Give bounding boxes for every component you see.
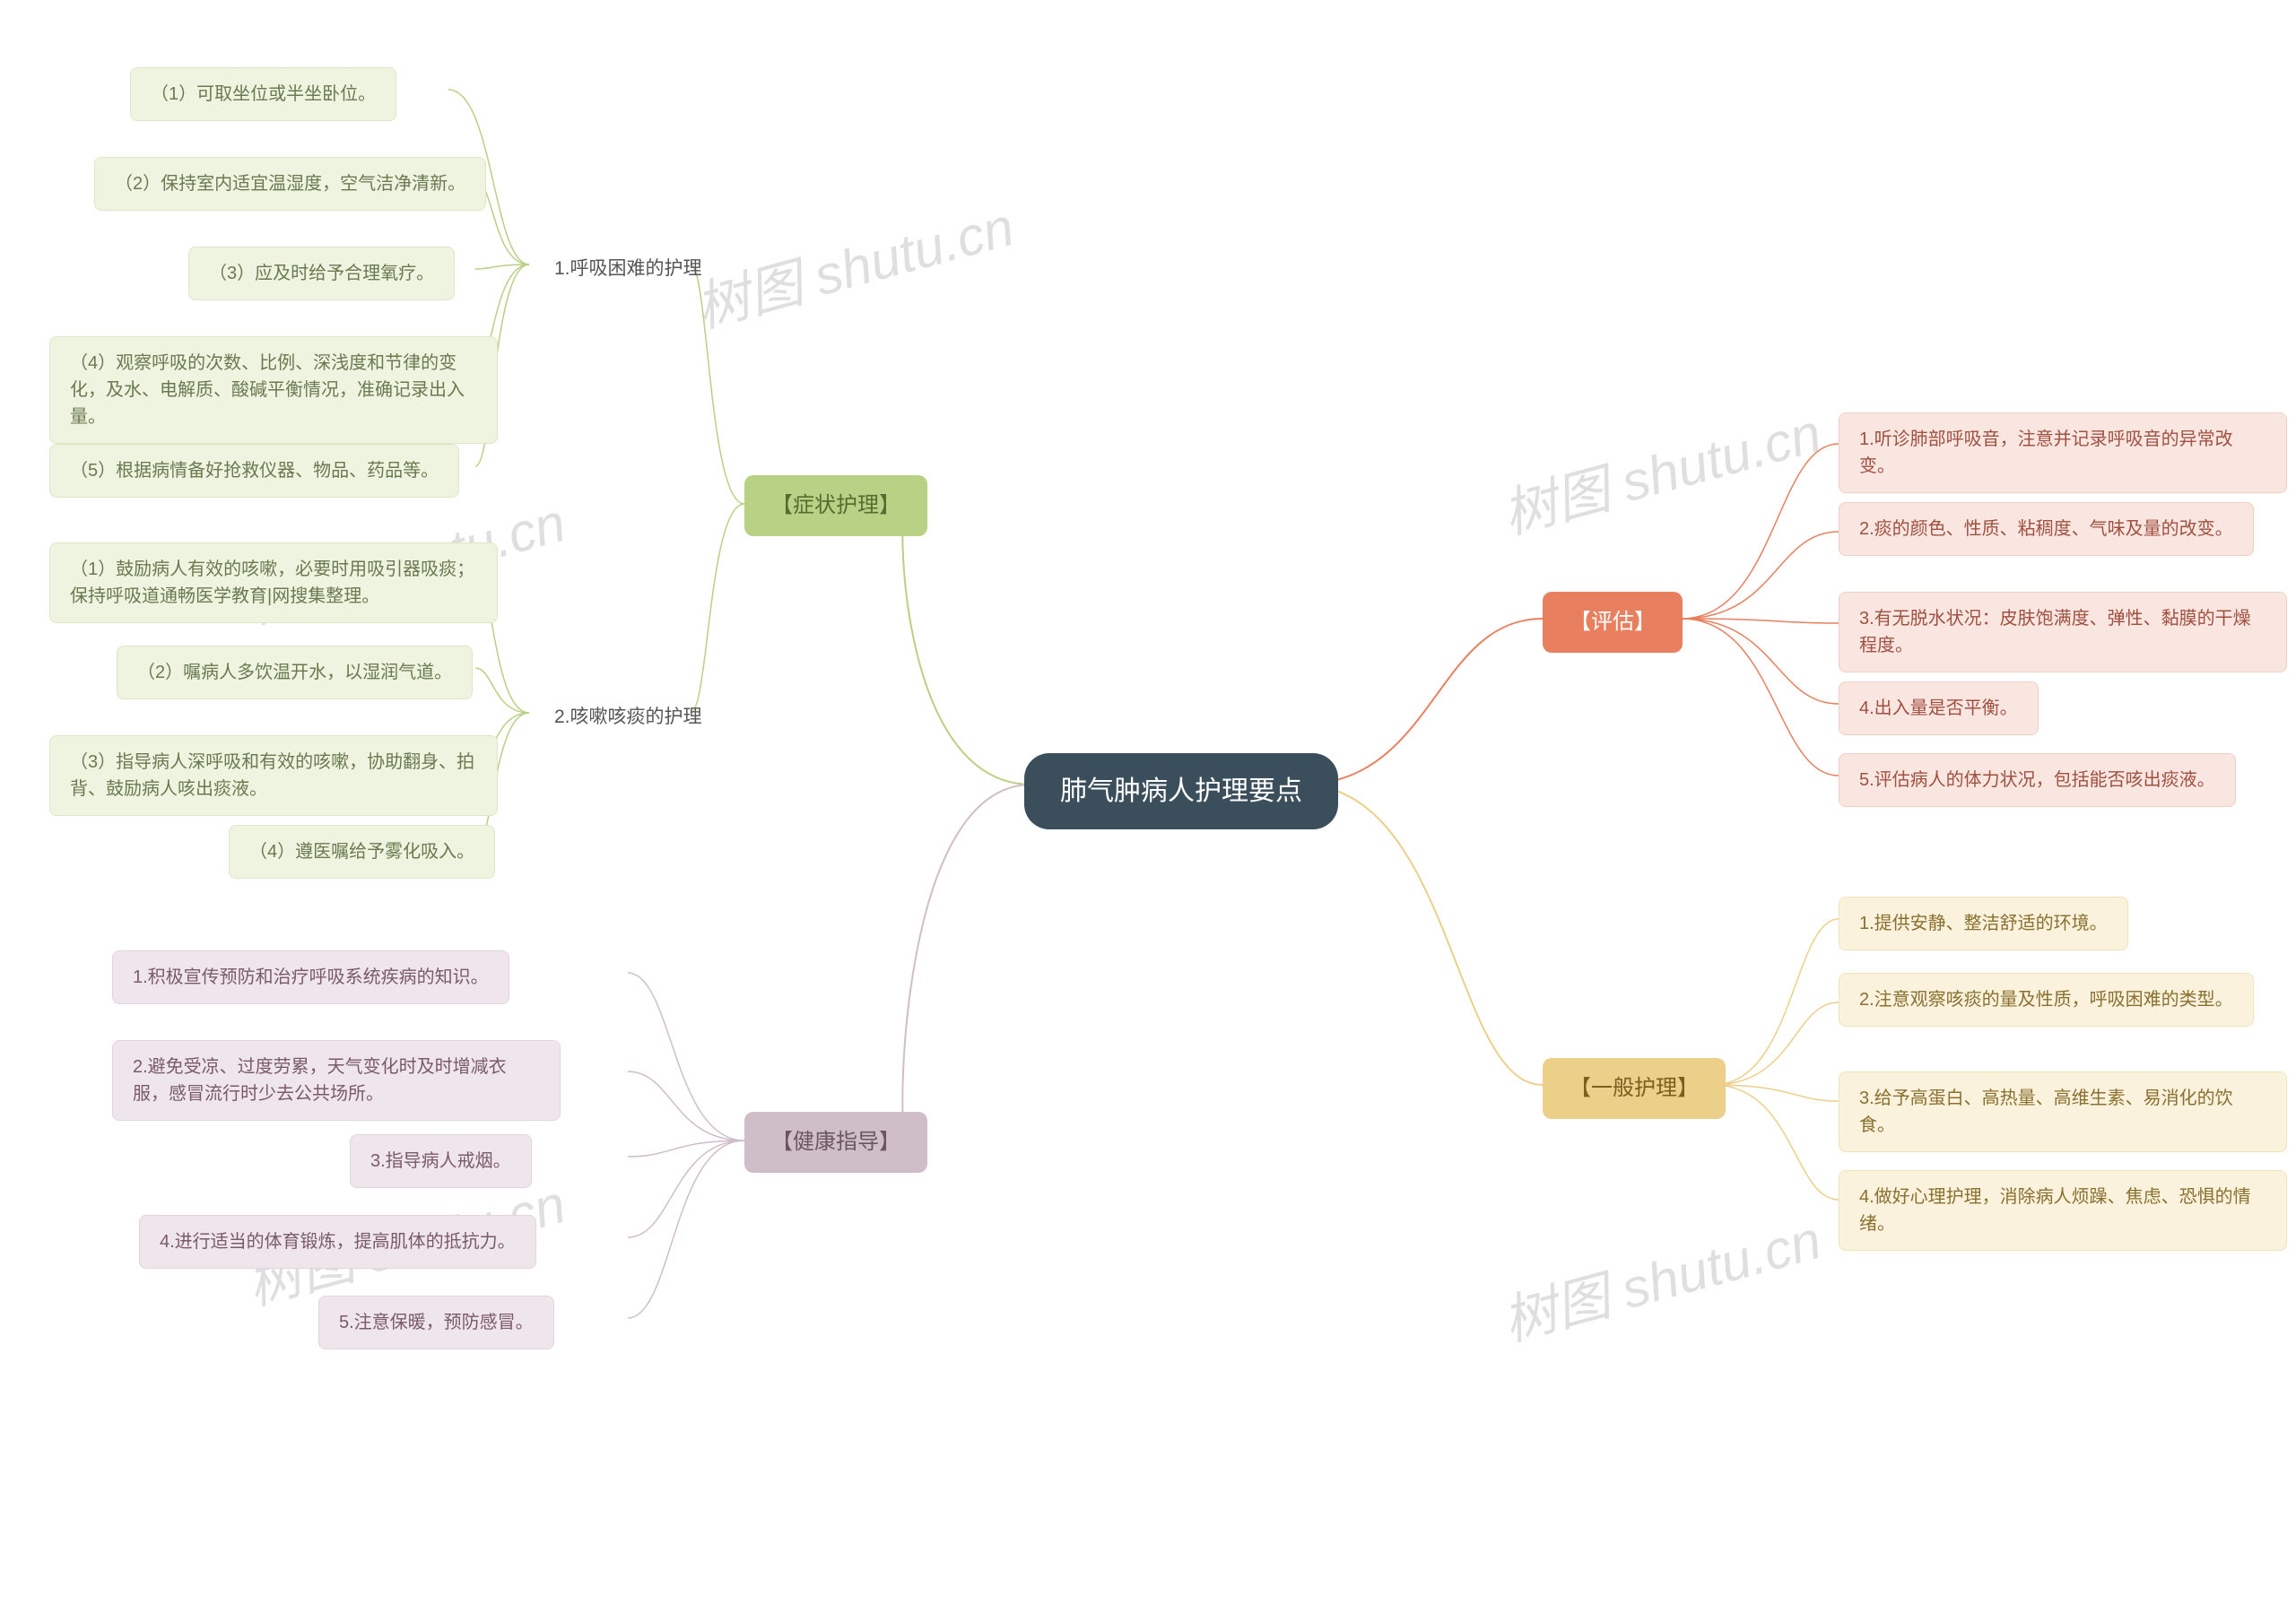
watermark: 树图 shutu.cn [1493,389,1829,549]
leaf-symptom-0-1: （2）保持室内适宜温湿度，空气洁净清新。 [94,157,486,211]
leaf-assess-3: 4.出入量是否平衡。 [1839,681,2039,735]
leaf-assess-1: 2.痰的颜色、性质、粘稠度、气味及量的改变。 [1839,502,2254,556]
branch-health: 【健康指导】 [744,1112,927,1173]
leaf-symptom-0-4: （5）根据病情备好抢救仪器、物品、药品等。 [49,444,459,498]
branch-assess: 【评估】 [1543,592,1683,653]
leaf-symptom-0-0: （1）可取坐位或半坐卧位。 [130,67,396,121]
sub-symptom-0: 1.呼吸困难的护理 [529,242,727,296]
leaf-assess-2: 3.有无脱水状况：皮肤饱满度、弹性、黏膜的干燥程度。 [1839,592,2287,672]
leaf-health-2: 3.指导病人戒烟。 [350,1134,532,1188]
watermark: 树图 shutu.cn [1493,1196,1829,1356]
root-node: 肺气肿病人护理要点 [1024,753,1338,829]
leaf-health-3: 4.进行适当的体育锻炼，提高肌体的抵抗力。 [139,1215,536,1269]
leaf-assess-0: 1.听诊肺部呼吸音，注意并记录呼吸音的异常改变。 [1839,412,2287,493]
branch-symptom: 【症状护理】 [744,475,927,536]
branch-general: 【一般护理】 [1543,1058,1726,1119]
leaf-symptom-1-1: （2）嘱病人多饮温开水，以湿润气道。 [117,646,473,699]
leaf-general-2: 3.给予高蛋白、高热量、高维生素、易消化的饮食。 [1839,1071,2287,1152]
leaf-symptom-0-3: （4）观察呼吸的次数、比例、深浅度和节律的变化，及水、电解质、酸碱平衡情况，准确… [49,336,498,444]
leaf-general-0: 1.提供安静、整洁舒适的环境。 [1839,897,2128,950]
leaf-general-1: 2.注意观察咳痰的量及性质，呼吸困难的类型。 [1839,973,2254,1027]
leaf-assess-4: 5.评估病人的体力状况，包括能否咳出痰液。 [1839,753,2236,807]
leaf-symptom-1-0: （1）鼓励病人有效的咳嗽，必要时用吸引器吸痰；保持呼吸道通畅医学教育|网搜集整理… [49,542,498,623]
leaf-symptom-1-3: （4）遵医嘱给予雾化吸入。 [229,825,495,879]
watermark: 树图 shutu.cn [686,183,1022,343]
leaf-health-1: 2.避免受凉、过度劳累，天气变化时及时增减衣服，感冒流行时少去公共场所。 [112,1040,561,1121]
leaf-health-0: 1.积极宣传预防和治疗呼吸系统疾病的知识。 [112,950,509,1004]
leaf-general-3: 4.做好心理护理，消除病人烦躁、焦虑、恐惧的情绪。 [1839,1170,2287,1251]
leaf-symptom-1-2: （3）指导病人深呼吸和有效的咳嗽，协助翻身、拍背、鼓励病人咳出痰液。 [49,735,498,816]
sub-symptom-1: 2.咳嗽咳痰的护理 [529,690,727,744]
leaf-symptom-0-2: （3）应及时给予合理氧疗。 [188,247,455,300]
leaf-health-4: 5.注意保暖，预防感冒。 [318,1296,554,1349]
